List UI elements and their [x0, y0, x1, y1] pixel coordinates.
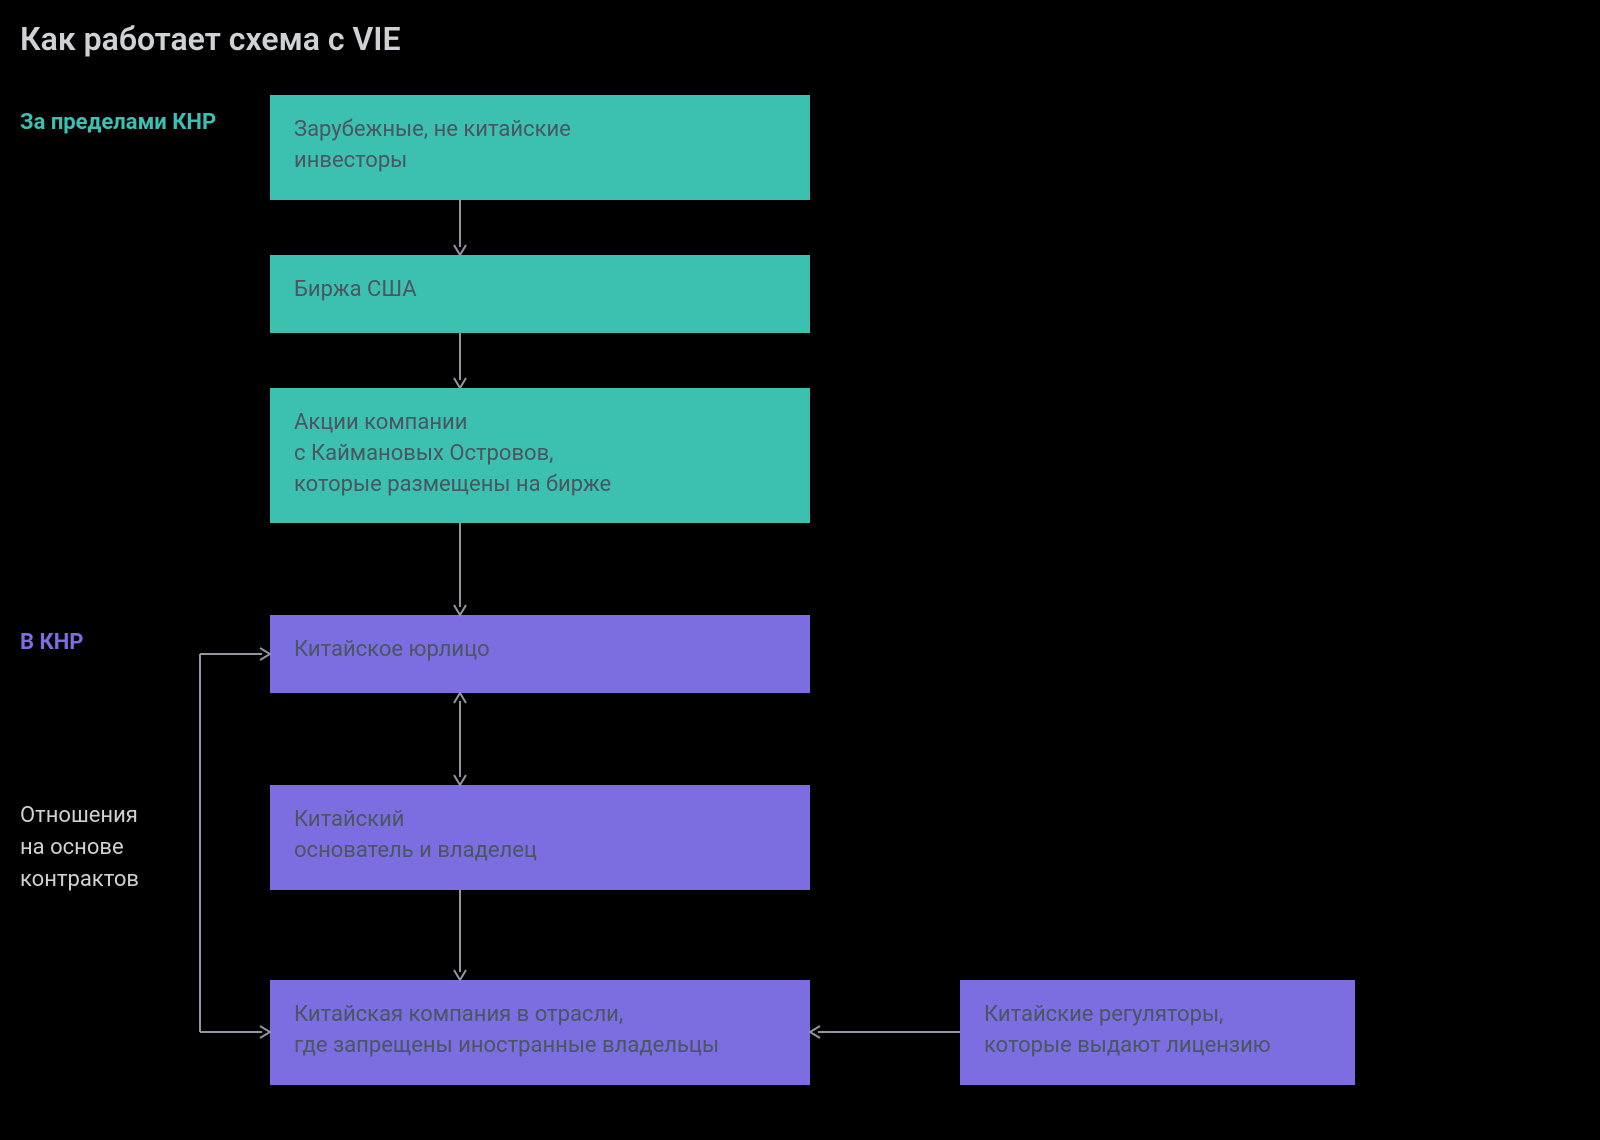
box-chinaCompany-label: Китайская компания в отрасли, где запрещ…	[294, 1000, 719, 1062]
box-caymanShares: Акции компании с Каймановых Островов, ко…	[270, 388, 810, 523]
box-chinaFounder: Китайский основатель и владелец	[270, 785, 810, 890]
arrow-a6	[810, 1022, 960, 1042]
arrow-a1	[450, 200, 470, 255]
box-investors-label: Зарубежные, не китайские инвесторы	[294, 115, 571, 177]
arrow-a5	[450, 890, 470, 980]
arrow-a2	[450, 333, 470, 388]
box-caymanShares-label: Акции компании с Каймановых Островов, ко…	[294, 408, 611, 500]
arrow-a7	[190, 644, 280, 1042]
box-chinaEntity-label: Китайское юрлицо	[294, 635, 490, 666]
box-usExchange: Биржа США	[270, 255, 810, 333]
box-chinaEntity: Китайское юрлицо	[270, 615, 810, 693]
box-regulators-label: Китайские регуляторы, которые выдают лиц…	[984, 1000, 1271, 1062]
region-label-inside: В КНР	[20, 630, 83, 655]
diagram-title: Как работает схема с VIE	[20, 20, 401, 58]
arrow-a3	[450, 523, 470, 615]
box-usExchange-label: Биржа США	[294, 275, 417, 306]
box-chinaCompany: Китайская компания в отрасли, где запрещ…	[270, 980, 810, 1085]
box-regulators: Китайские регуляторы, которые выдают лиц…	[960, 980, 1355, 1085]
box-chinaFounder-label: Китайский основатель и владелец	[294, 805, 537, 867]
region-label-outside: За пределами КНР	[20, 110, 216, 135]
arrow-a4	[450, 693, 470, 785]
box-investors: Зарубежные, не китайские инвесторы	[270, 95, 810, 200]
contract-note: Отношения на основе контрактов	[20, 800, 139, 896]
